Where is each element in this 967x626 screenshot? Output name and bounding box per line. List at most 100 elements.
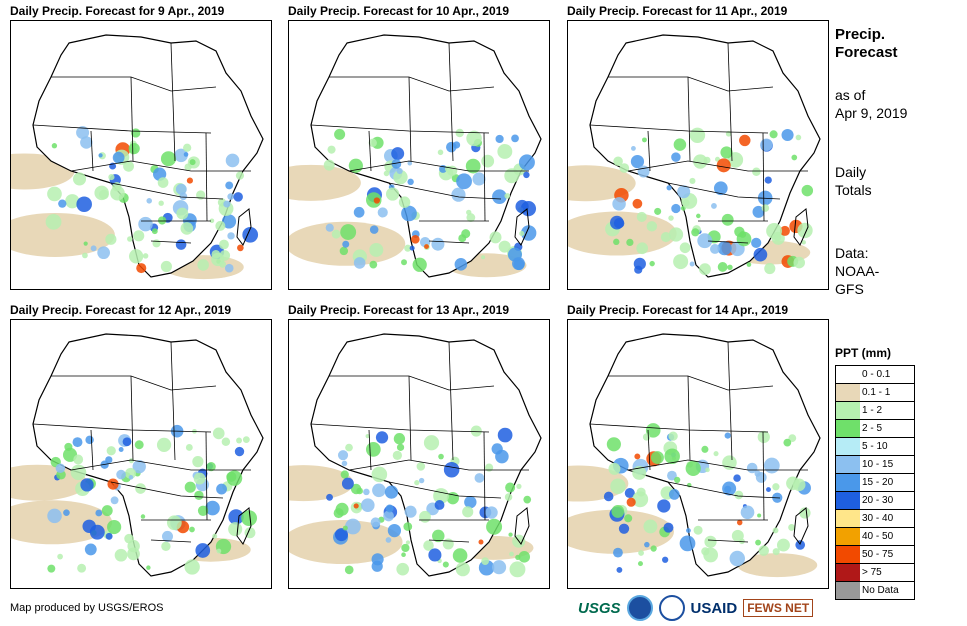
precip-mark <box>474 473 485 483</box>
legend-label: 15 - 20 <box>862 477 894 488</box>
legend-swatch: 0 - 0.1 <box>836 366 914 383</box>
precip-mark <box>424 244 429 250</box>
legend-item: 5 - 10 <box>835 437 915 455</box>
precip-mark <box>686 528 691 533</box>
noaa-logo-icon <box>626 595 653 621</box>
precip-mark <box>626 497 636 507</box>
precip-mark <box>334 128 346 140</box>
precip-mark <box>342 240 350 248</box>
precip-mark <box>779 225 790 236</box>
precip-mark <box>124 533 134 544</box>
precip-mark <box>385 537 392 543</box>
country-border <box>408 375 412 461</box>
dhs-seal-icon <box>658 595 685 621</box>
precip-mark <box>673 138 687 151</box>
country-border <box>51 375 217 391</box>
country-border <box>762 132 765 222</box>
precip-mark <box>498 240 511 253</box>
precip-mark <box>158 200 164 206</box>
precip-mark <box>664 448 680 465</box>
precip-mark <box>764 176 772 184</box>
precip-mark <box>504 193 511 199</box>
precip-mark <box>443 461 460 478</box>
precip-mark <box>734 490 744 500</box>
precip-mark <box>107 519 122 535</box>
precip-mark <box>209 218 215 224</box>
precip-mark <box>128 249 144 264</box>
precip-mark <box>792 478 806 492</box>
precip-mark <box>371 560 383 572</box>
precip-mark <box>766 223 783 239</box>
precip-mark <box>740 505 755 520</box>
legend-swatch: 15 - 20 <box>836 474 914 491</box>
precip-mark <box>105 456 113 464</box>
legend-swatch: 0.1 - 1 <box>836 384 914 401</box>
precip-map <box>567 319 829 589</box>
precip-mark <box>65 194 80 209</box>
precip-mark <box>801 184 814 197</box>
africa-map-svg <box>568 333 821 578</box>
precip-mark <box>76 126 90 140</box>
precip-mark <box>729 550 746 567</box>
data-line3: GFS <box>835 281 864 297</box>
precip-mark <box>401 205 417 222</box>
country-border <box>388 481 502 499</box>
precip-mark <box>637 561 643 567</box>
precip-mark <box>134 440 144 450</box>
precip-mark <box>481 557 490 566</box>
precip-mark <box>158 216 167 225</box>
precip-mark <box>55 463 66 474</box>
precip-mark <box>492 189 507 205</box>
precip-mark <box>797 222 813 239</box>
as-of-date: as of Apr 9, 2019 <box>835 86 907 122</box>
precip-mark <box>110 496 119 505</box>
country-border <box>727 341 733 461</box>
country-border <box>90 130 94 172</box>
country-border <box>310 423 490 433</box>
country-border <box>205 132 208 222</box>
precip-mark <box>701 547 710 556</box>
precip-mark <box>127 547 140 561</box>
precip-mark <box>221 214 237 229</box>
precip-mark <box>76 196 92 213</box>
precip-mark <box>97 246 110 260</box>
precip-mark <box>225 181 234 190</box>
precip-mark <box>753 247 768 262</box>
precip-mark <box>114 548 128 562</box>
country-border <box>647 130 651 172</box>
precip-mark <box>371 466 388 483</box>
precip-mark <box>663 522 674 533</box>
precip-mark <box>341 460 348 467</box>
precip-mark <box>472 172 486 186</box>
precip-mark <box>189 159 196 166</box>
legend-label: No Data <box>862 585 899 596</box>
precip-mark <box>486 518 503 535</box>
precip-mark <box>668 489 680 500</box>
precip-mark <box>391 147 405 161</box>
precip-mark <box>140 514 146 519</box>
precip-mark <box>412 257 427 272</box>
precip-mark <box>393 433 406 445</box>
precip-mark <box>644 541 650 548</box>
legend-label: 0 - 0.1 <box>862 369 891 380</box>
precip-mark <box>752 167 761 177</box>
precip-mark <box>108 174 115 181</box>
precip-mark <box>630 154 645 169</box>
madagascar-outline <box>514 507 530 545</box>
precip-mark <box>161 541 171 552</box>
precip-mark <box>183 152 189 157</box>
precip-mark <box>455 128 464 138</box>
precip-mark <box>404 505 417 518</box>
precip-mark <box>523 495 532 504</box>
precip-mark <box>161 530 174 542</box>
precip-mark <box>368 138 377 147</box>
precip-mark <box>160 151 176 167</box>
precip-mark <box>375 431 389 444</box>
precip-mark <box>442 538 454 550</box>
country-border <box>627 160 808 172</box>
country-border <box>707 240 749 244</box>
precip-mark <box>342 525 348 531</box>
legend-swatch: 30 - 40 <box>836 510 914 527</box>
precip-mark <box>107 478 119 490</box>
precip-mark <box>731 529 744 542</box>
